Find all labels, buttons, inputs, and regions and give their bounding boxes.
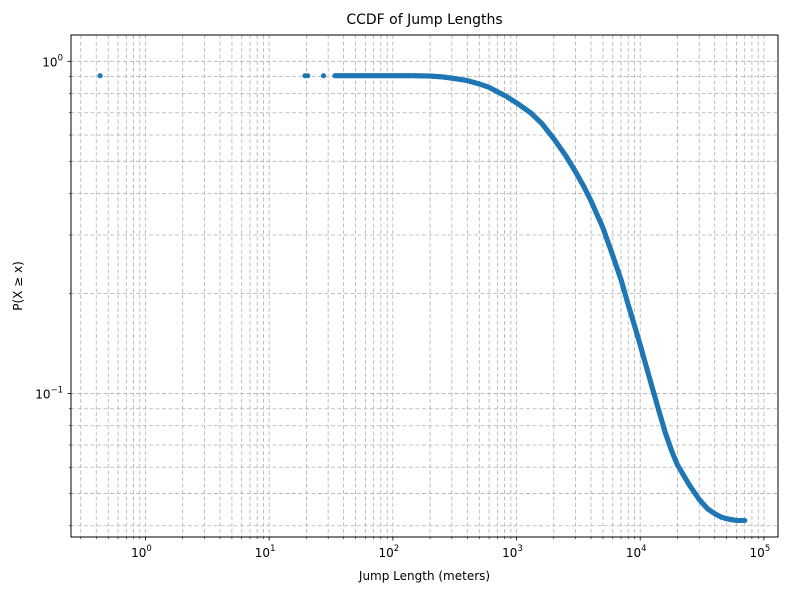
data-point bbox=[97, 73, 103, 79]
grid bbox=[71, 35, 778, 537]
x-tick-label: 102 bbox=[378, 544, 399, 560]
x-tick-label: 101 bbox=[255, 544, 276, 560]
y-axis-label: P(X ≥ x) bbox=[11, 261, 25, 311]
y-tick-label: 100 bbox=[42, 53, 63, 69]
data-points bbox=[97, 73, 748, 524]
chart-title: CCDF of Jump Lengths bbox=[346, 12, 502, 28]
x-tick-label: 104 bbox=[626, 544, 647, 560]
y-tick-label: 10−1 bbox=[35, 386, 63, 402]
x-tick-label: 103 bbox=[502, 544, 523, 560]
data-point bbox=[320, 73, 327, 79]
data-point bbox=[742, 517, 748, 524]
plot-frame bbox=[70, 34, 779, 538]
data-point bbox=[305, 73, 311, 79]
x-axis-label: Jump Length (meters) bbox=[358, 569, 490, 583]
x-tick-label: 100 bbox=[131, 544, 152, 560]
x-tick-label: 105 bbox=[750, 544, 771, 560]
ticks: 100 101 102 103 104 105 10−1 100 bbox=[35, 53, 770, 560]
